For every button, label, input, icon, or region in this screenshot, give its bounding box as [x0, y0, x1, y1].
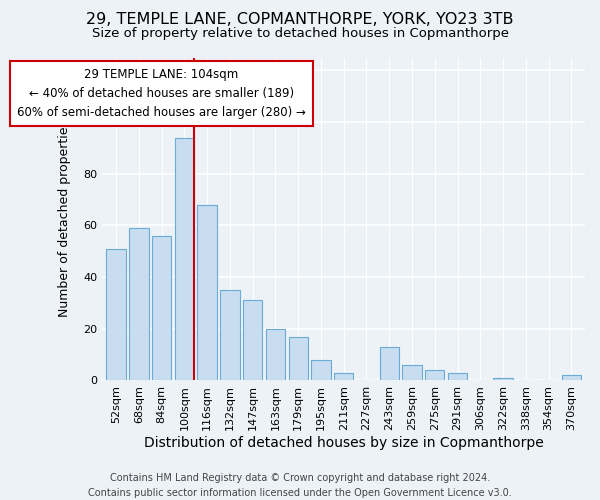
Bar — [289, 336, 308, 380]
Text: Contains HM Land Registry data © Crown copyright and database right 2024.
Contai: Contains HM Land Registry data © Crown c… — [88, 472, 512, 498]
Bar — [403, 365, 422, 380]
Bar — [220, 290, 239, 380]
Bar — [266, 329, 285, 380]
Bar — [380, 347, 399, 380]
Bar — [152, 236, 171, 380]
Text: 29 TEMPLE LANE: 104sqm
← 40% of detached houses are smaller (189)
60% of semi-de: 29 TEMPLE LANE: 104sqm ← 40% of detached… — [17, 68, 306, 119]
Bar — [493, 378, 513, 380]
Bar — [448, 372, 467, 380]
X-axis label: Distribution of detached houses by size in Copmanthorpe: Distribution of detached houses by size … — [144, 436, 544, 450]
Bar — [311, 360, 331, 380]
Bar — [334, 372, 353, 380]
Y-axis label: Number of detached properties: Number of detached properties — [58, 120, 71, 318]
Bar — [425, 370, 445, 380]
Bar — [175, 138, 194, 380]
Bar — [197, 205, 217, 380]
Bar — [129, 228, 149, 380]
Bar — [106, 248, 126, 380]
Text: Size of property relative to detached houses in Copmanthorpe: Size of property relative to detached ho… — [91, 28, 509, 40]
Bar — [243, 300, 262, 380]
Text: 29, TEMPLE LANE, COPMANTHORPE, YORK, YO23 3TB: 29, TEMPLE LANE, COPMANTHORPE, YORK, YO2… — [86, 12, 514, 28]
Bar — [562, 376, 581, 380]
